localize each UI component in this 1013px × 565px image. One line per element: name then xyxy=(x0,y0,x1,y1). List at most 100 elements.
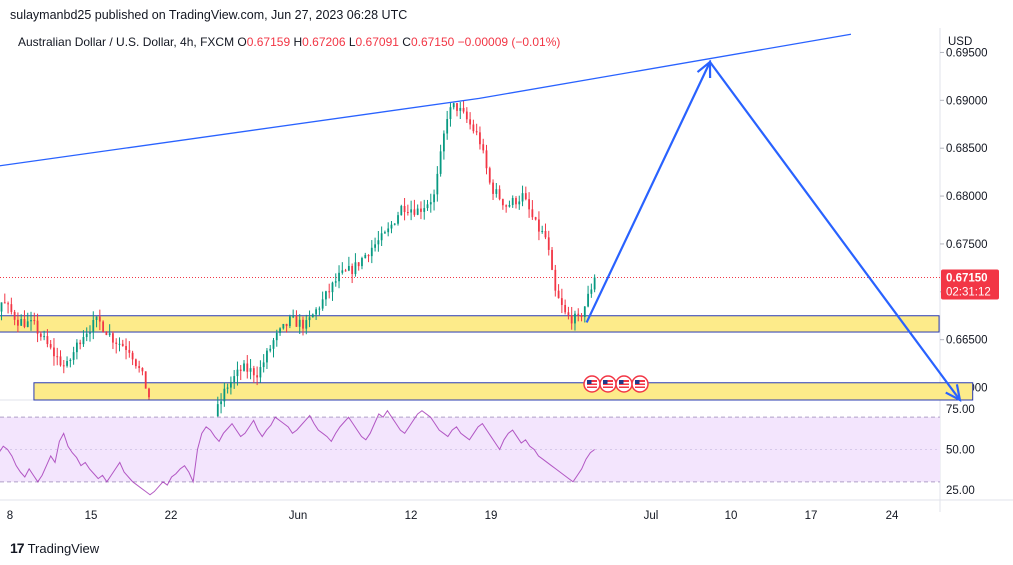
candle-body xyxy=(33,320,36,322)
candle-body xyxy=(82,337,85,345)
candle-body xyxy=(551,249,553,270)
flag-canton xyxy=(587,380,592,384)
time-tick-label: Jul xyxy=(644,510,659,522)
candle-body xyxy=(269,348,272,351)
support-zone-1[interactable] xyxy=(0,315,940,333)
rsi-tick-label: 75.00 xyxy=(946,404,975,416)
candle-body xyxy=(112,333,114,343)
candle-body xyxy=(410,209,413,213)
candle-body xyxy=(325,291,327,300)
time-tick-label: Jun xyxy=(289,510,308,522)
price-tick-label: 0.67500 xyxy=(946,239,988,251)
candle-body xyxy=(439,151,442,174)
candle-body xyxy=(128,349,131,353)
candle-body xyxy=(449,107,452,120)
candle-body xyxy=(252,368,255,376)
candle-body xyxy=(230,381,232,388)
candle-body xyxy=(436,173,439,195)
candle-body xyxy=(518,201,521,205)
candle-body xyxy=(387,228,390,233)
candle-body xyxy=(577,313,580,316)
projection-arrowhead-up xyxy=(696,59,712,79)
rsi-tick-label: 50.00 xyxy=(946,445,975,457)
candle-body xyxy=(416,208,419,215)
candle-body xyxy=(456,103,458,111)
candle-body xyxy=(233,376,236,382)
candle-body xyxy=(482,144,485,151)
candle-body xyxy=(108,333,111,336)
candle-body xyxy=(515,198,517,205)
candle-body xyxy=(118,343,121,345)
price-tick-label: 0.69000 xyxy=(946,95,988,107)
candle-body xyxy=(570,315,573,324)
candle-body xyxy=(413,209,416,215)
projection-arrowhead-down xyxy=(945,384,962,403)
candle-body xyxy=(429,202,432,205)
candle-body xyxy=(400,205,403,216)
candle-body xyxy=(485,150,488,169)
candle-body xyxy=(406,212,409,214)
candle-body xyxy=(75,342,78,353)
candle-body xyxy=(583,306,586,318)
candle-body xyxy=(534,217,537,220)
time-tick-label: 17 xyxy=(805,510,818,522)
candle-body xyxy=(66,360,68,366)
candle-body xyxy=(367,255,370,257)
candle-body xyxy=(361,258,363,267)
flag-stripe-white xyxy=(603,382,613,384)
candle-body xyxy=(288,316,291,327)
footer-brand: TradingView xyxy=(27,540,100,556)
candle-body xyxy=(524,193,527,200)
candle-body xyxy=(420,208,422,212)
ascending-trendline[interactable] xyxy=(0,33,852,181)
flag-canton xyxy=(603,380,608,384)
candle-body xyxy=(262,362,265,368)
candle-body xyxy=(220,401,222,405)
candle-body xyxy=(560,298,563,305)
price-tick-label: 0.68000 xyxy=(946,191,988,203)
support-zone-2[interactable] xyxy=(33,382,974,401)
candle-body xyxy=(79,342,82,345)
time-tick-label: 12 xyxy=(405,510,418,522)
candle-body xyxy=(384,232,386,234)
candle-body xyxy=(557,290,560,299)
candle-body xyxy=(554,269,557,291)
candle-body xyxy=(567,312,570,316)
candle-body xyxy=(7,303,9,305)
candle-body xyxy=(239,369,242,371)
chart-container[interactable]: Australian Dollar / U.S. Dollar, 4h, FXC… xyxy=(0,28,1013,533)
projection-path[interactable] xyxy=(585,59,961,401)
candle-body xyxy=(259,367,262,378)
candle-body xyxy=(374,244,376,248)
candle-body xyxy=(59,356,62,366)
tradingview-footer[interactable]: 17 TradingView xyxy=(10,540,99,556)
candle-body xyxy=(89,332,91,334)
last-price-badge[interactable] xyxy=(941,269,999,300)
candle-body xyxy=(279,328,281,333)
candle-body xyxy=(452,103,455,108)
candle-body xyxy=(85,333,88,338)
candle-body xyxy=(465,111,468,120)
candle-body xyxy=(354,262,357,275)
candle-body xyxy=(479,132,481,145)
candle-body xyxy=(544,230,547,238)
candle-body xyxy=(377,240,380,245)
candlestick-chart[interactable]: Australian Dollar / U.S. Dollar, 4h, FXC… xyxy=(0,28,1013,533)
flag-stripes xyxy=(603,380,613,388)
candle-body xyxy=(53,347,55,357)
candle-body xyxy=(315,309,318,315)
candle-body xyxy=(501,199,504,206)
candle-body xyxy=(292,316,295,318)
candle-body xyxy=(272,340,275,349)
candle-body xyxy=(521,193,524,202)
candle-body xyxy=(236,369,239,377)
candle-body xyxy=(10,304,13,312)
candle-body xyxy=(46,336,49,345)
candle-body xyxy=(56,356,59,358)
candle-body xyxy=(275,332,278,341)
candle-body xyxy=(13,311,16,320)
candle-body xyxy=(469,119,472,125)
candle-body xyxy=(17,319,19,326)
candle-body xyxy=(49,344,52,348)
candle-body xyxy=(249,368,252,372)
